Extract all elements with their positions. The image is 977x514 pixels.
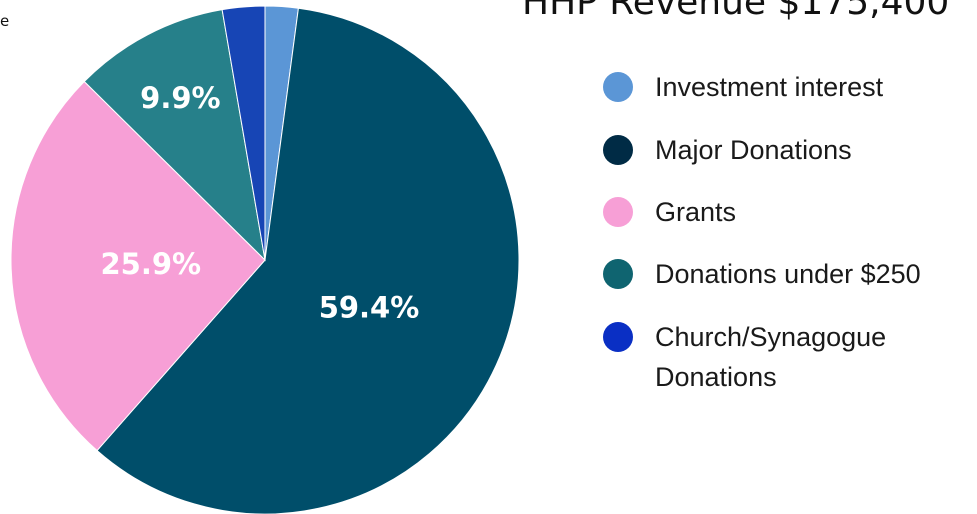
legend-marker-church-synagogue-donations xyxy=(603,322,633,352)
slice-label-grants: 25.9% xyxy=(100,247,201,281)
pie-slice-church-synagogue-donations xyxy=(221,5,266,261)
legend-label-investment-interest: Investment interest xyxy=(655,72,884,102)
legend-label-donations-under-250: Donations under $250 xyxy=(655,259,921,289)
pie-slice-grants xyxy=(10,80,266,452)
pie-slice-labels: 59.4% 25.9% 9.9% xyxy=(100,81,419,325)
legend-marker-grants xyxy=(603,197,633,227)
pie-slices xyxy=(10,5,520,514)
legend-marker-donations-under-250 xyxy=(603,259,633,289)
legend-marker-major-donations xyxy=(603,135,633,165)
legend-marker-investment-interest xyxy=(603,72,633,102)
legend: Investment interest Major Donations Grants… xyxy=(603,72,921,392)
legend-label-grants: Grants xyxy=(655,197,736,227)
edge-text-fragment: e xyxy=(0,12,9,30)
legend-label-church-synagogue-donations-line-2: Donations xyxy=(655,362,777,392)
legend-label-major-donations: Major Donations xyxy=(655,135,852,165)
slice-label-donations-under-250: 9.9% xyxy=(140,81,220,115)
slice-label-major-donations: 59.4% xyxy=(319,290,420,324)
pie-slice-donations-under-250 xyxy=(83,9,266,262)
pie-slice-major-donations xyxy=(96,7,520,514)
chart-title: HHP Revenue $175,400 xyxy=(522,0,949,23)
legend-label-church-synagogue-donations: Church/Synagogue xyxy=(655,322,886,352)
